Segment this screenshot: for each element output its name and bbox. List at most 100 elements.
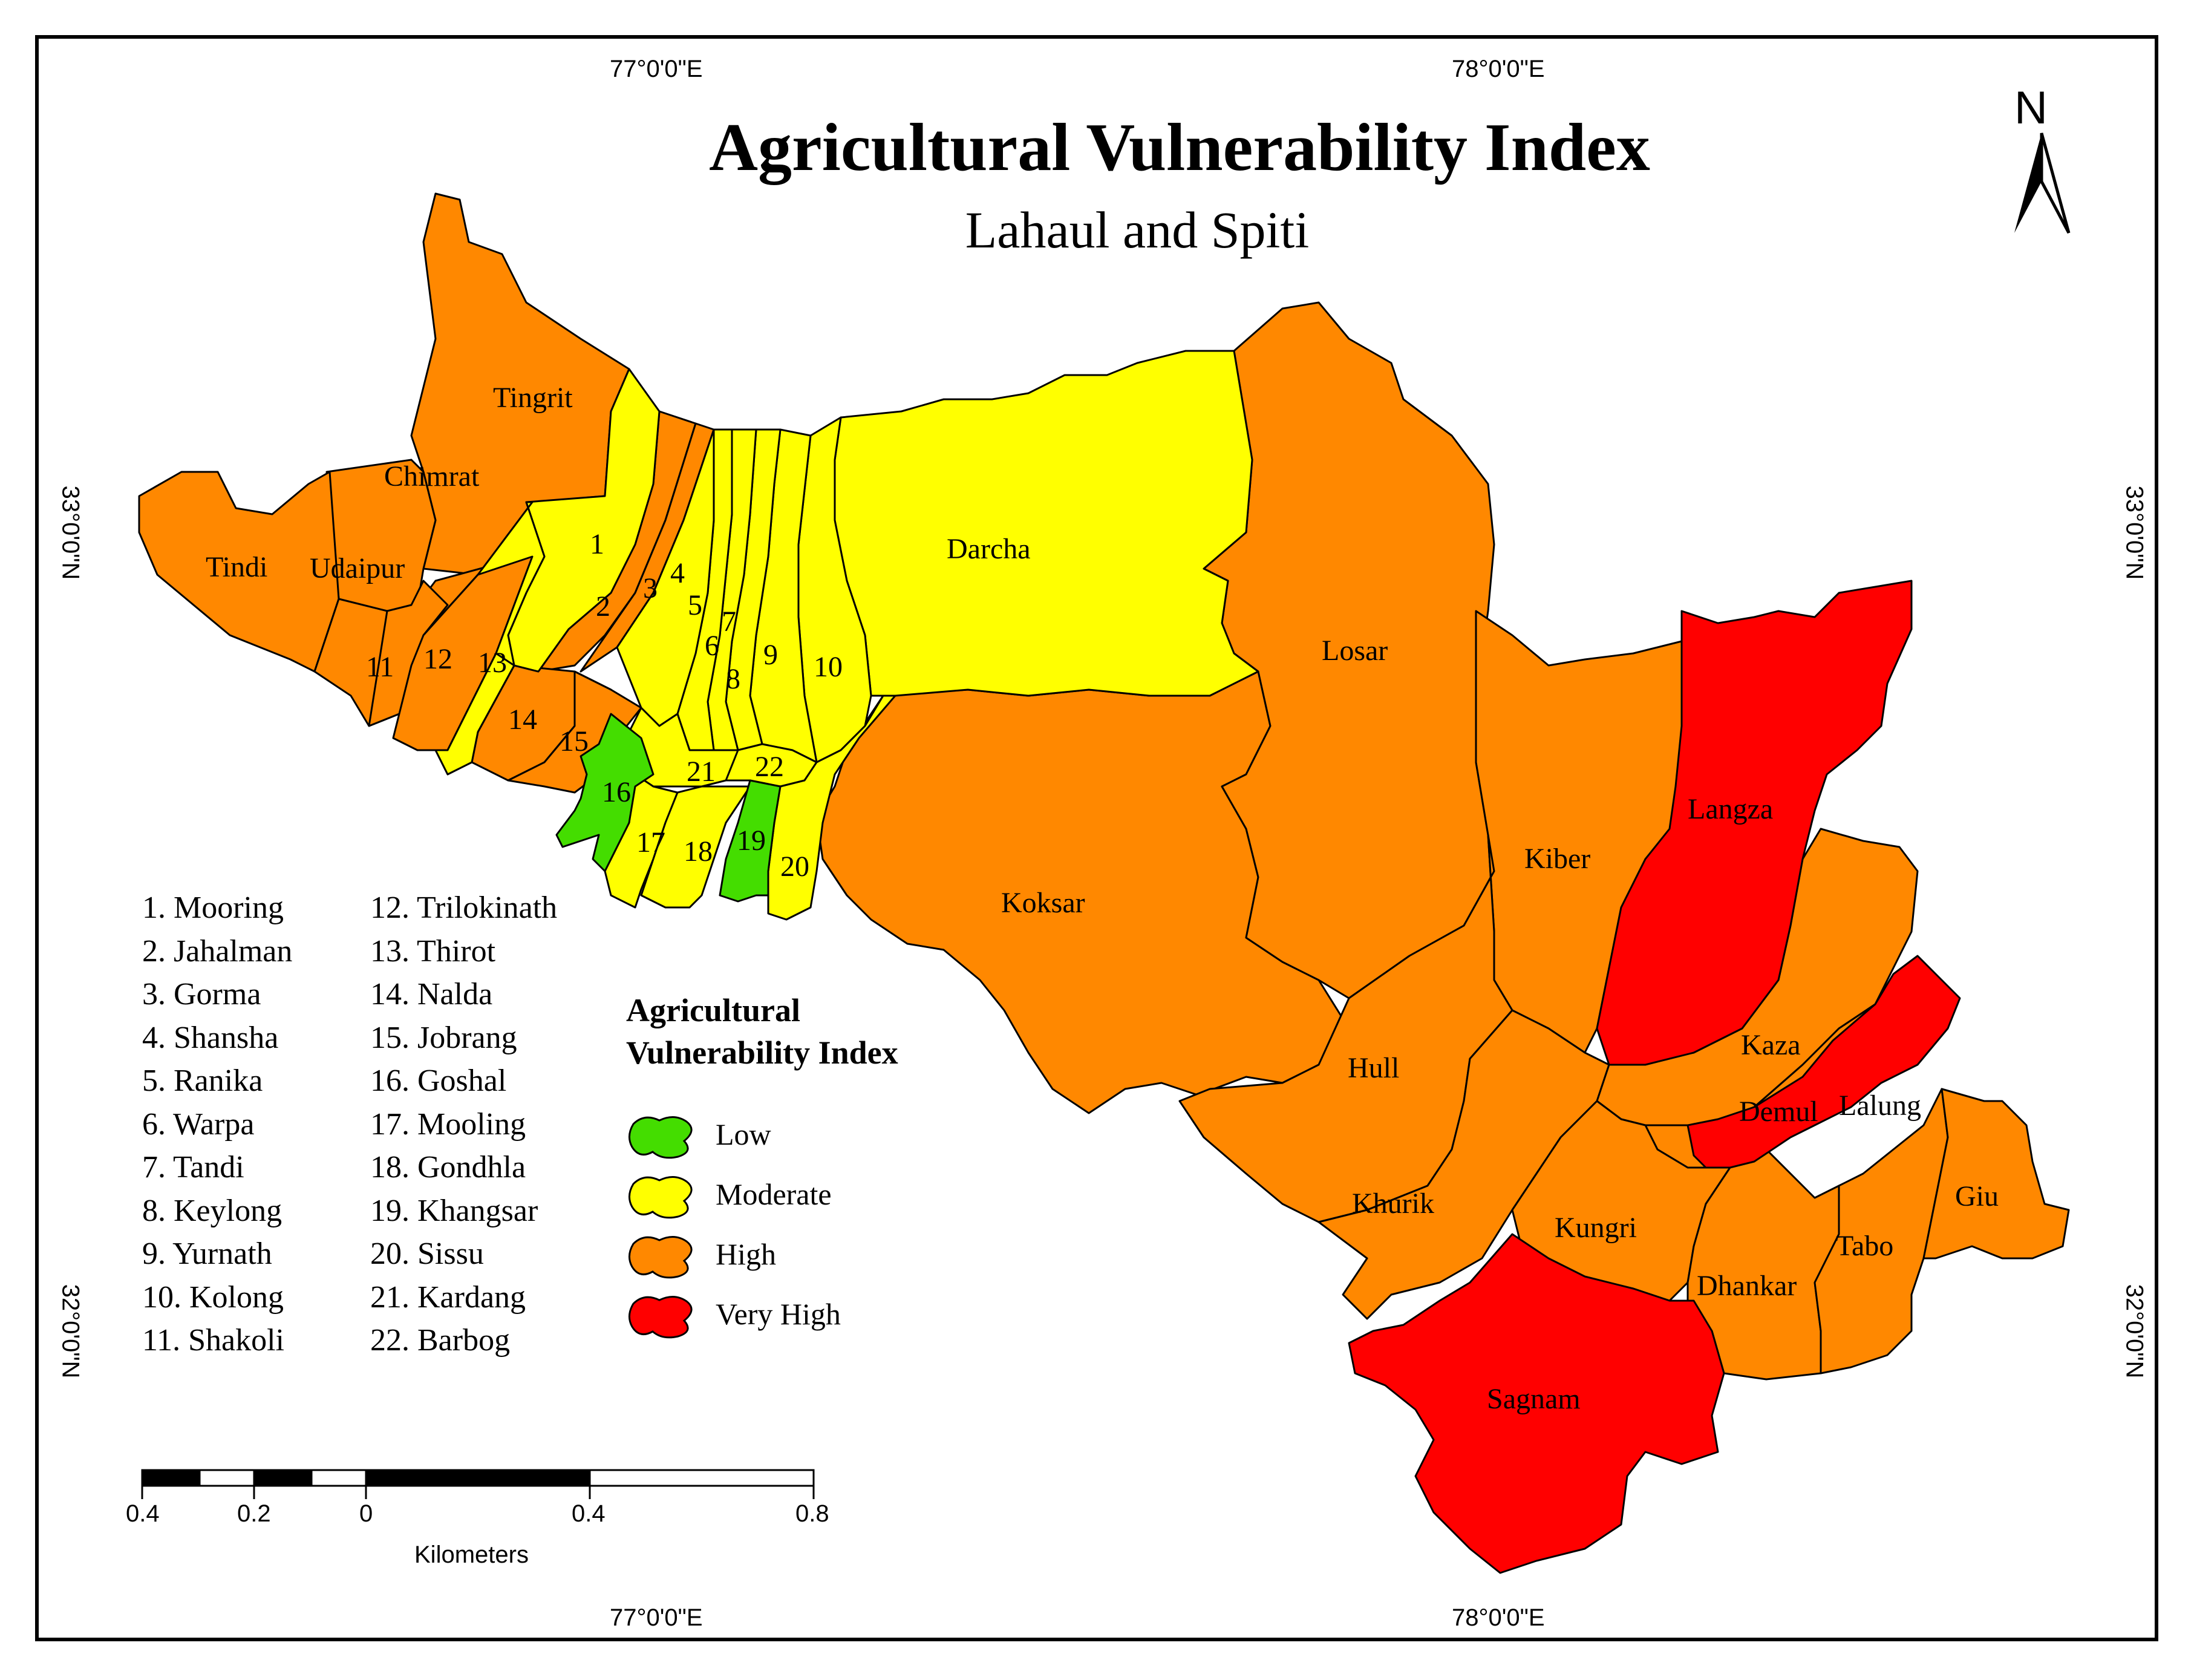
coord-top-left: 77°0'0"E (610, 56, 703, 82)
scale-tick-3: 0.4 (572, 1500, 606, 1527)
map-title: Agricultural Vulnerability Index (709, 110, 1650, 185)
legend-title-line2: Vulnerability Index (626, 1034, 898, 1071)
key-item: 21. Kardang (370, 1280, 526, 1315)
label-kiber: Kiber (1524, 843, 1591, 875)
label-n1: 1 (590, 528, 604, 560)
label-khurik: Khurik (1352, 1188, 1434, 1220)
coord-bottom-right: 78°0'0"E (1452, 1604, 1545, 1631)
coord-bottom-left: 77°0'0"E (610, 1604, 703, 1631)
key-item: 17. Mooling (370, 1106, 526, 1142)
key-item: 11. Shakoli (142, 1323, 284, 1358)
label-sagnam: Sagnam (1487, 1383, 1581, 1415)
label-n7: 7 (722, 606, 736, 638)
key-item: 22. Barbog (370, 1323, 511, 1358)
label-tingrit: Tingrit (493, 382, 573, 414)
scale-tick-0: 0.4 (126, 1500, 160, 1527)
label-n22: 22 (755, 751, 784, 783)
label-n16: 16 (602, 776, 631, 808)
key-item: 13. Thirot (370, 933, 496, 969)
label-hull: Hull (1348, 1052, 1400, 1084)
label-dhankar: Dhankar (1697, 1270, 1797, 1302)
key-item: 9. Yurnath (142, 1237, 272, 1271)
label-n19: 19 (737, 825, 766, 857)
label-demul: Demul (1739, 1096, 1818, 1128)
region-giu (1922, 1088, 2070, 1260)
key-item: 10. Kolong (142, 1280, 284, 1315)
north-label: N (2014, 82, 2048, 134)
key-item: 2. Jahalman (142, 933, 293, 969)
scale-tick-1: 0.2 (237, 1500, 271, 1527)
label-n5: 5 (688, 589, 702, 621)
legend-swatch-high (628, 1236, 693, 1279)
label-koksar: Koksar (1001, 887, 1085, 919)
legend-title-line1: Agricultural (626, 992, 800, 1028)
key-item: 3. Gorma (142, 977, 261, 1012)
key-item: 1. Mooring (142, 891, 284, 925)
key-item: 12. Trilokinath (370, 891, 558, 925)
label-n14: 14 (508, 704, 537, 736)
label-n9: 9 (763, 639, 778, 671)
label-langza: Langza (1688, 793, 1774, 825)
legend-label-high: High (716, 1237, 776, 1271)
label-lalung: Lalung (1839, 1090, 1921, 1122)
label-kungri: Kungri (1555, 1212, 1637, 1244)
label-n10: 10 (814, 651, 843, 683)
label-n2: 2 (596, 590, 610, 623)
key-item: 6. Warpa (142, 1106, 255, 1142)
label-tindi: Tindi (206, 551, 268, 583)
map-subtitle: Lahaul and Spiti (965, 201, 1310, 259)
key-item: 20. Sissu (370, 1237, 484, 1271)
key-item: 19. Khangsar (370, 1193, 538, 1228)
scale-bar (141, 1469, 815, 1499)
label-n20: 20 (780, 851, 809, 883)
key-item: 7. Tandi (142, 1150, 244, 1185)
label-n12: 12 (423, 643, 452, 675)
region-langza (1596, 580, 1913, 1066)
label-n11: 11 (366, 651, 394, 683)
label-n4: 4 (670, 557, 685, 589)
label-chimrat: Chimrat (384, 460, 480, 492)
key-item: 18. Gondhla (370, 1150, 526, 1185)
label-udaipur: Udaipur (310, 552, 405, 584)
legend-item-very-high: Very High (626, 1292, 841, 1340)
region-tabo (1814, 1088, 1949, 1374)
key-item: 8. Keylong (142, 1193, 282, 1228)
label-n6: 6 (705, 630, 719, 662)
region-19 (719, 779, 782, 903)
legend-item-low: Low (626, 1112, 771, 1160)
coord-top-right: 78°0'0"E (1452, 56, 1545, 82)
key-item: 14. Nalda (370, 977, 493, 1012)
label-n3: 3 (643, 572, 658, 604)
legend-item-high: High (626, 1232, 776, 1280)
label-n13: 13 (478, 647, 507, 679)
region-lalung (1686, 955, 1961, 1169)
map-frame (35, 35, 2158, 1641)
legend-label-moderate: Moderate (716, 1177, 832, 1211)
region-sagnam (1348, 1233, 1725, 1574)
key-item: 4. Shansha (142, 1020, 279, 1055)
legend-label-very-high: Very High (716, 1297, 841, 1331)
legend-item-moderate: Moderate (626, 1172, 832, 1220)
legend-swatch-very-high (628, 1296, 693, 1339)
region-20 (767, 695, 896, 921)
region-15 (507, 670, 642, 794)
label-n17: 17 (636, 826, 665, 858)
key-list-right: 12. Trilokinath 13. Thirot 14. Nalda 15.… (370, 886, 557, 1362)
legend-title: Agricultural Vulnerability Index (626, 989, 898, 1074)
scale-tick-2: 0 (359, 1500, 373, 1527)
legend-swatch-moderate (628, 1176, 693, 1219)
key-item: 5. Ranika (142, 1064, 263, 1098)
label-losar: Losar (1322, 635, 1388, 667)
scale-tick-4: 0.8 (795, 1500, 829, 1527)
key-item: 15. Jobrang (370, 1020, 517, 1055)
key-item: 16. Goshal (370, 1064, 507, 1098)
label-giu: Giu (1955, 1180, 1999, 1212)
legend-swatch-low (628, 1116, 693, 1159)
region-18 (640, 785, 751, 909)
key-list-left: 1. Mooring 2. Jahalman 3. Gorma 4. Shans… (142, 886, 292, 1362)
label-tabo: Tabo (1836, 1230, 1894, 1262)
label-n18: 18 (684, 835, 713, 868)
legend-label-low: Low (716, 1117, 771, 1151)
